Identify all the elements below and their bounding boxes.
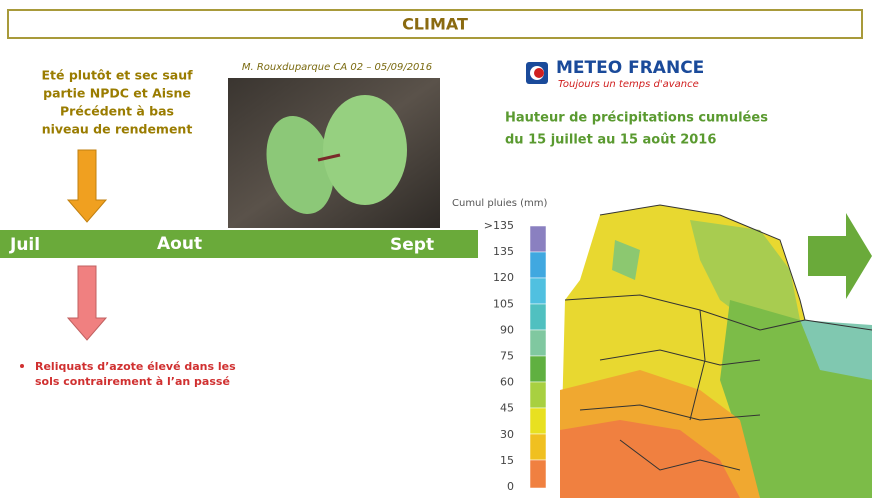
bullet-line: Reliquats d’azote élevé dans les xyxy=(35,360,236,373)
bullet-line: sols contrairement à l’an passé xyxy=(35,375,230,388)
note-line: partie NPDC et Aisne xyxy=(43,86,191,101)
legend-label: 90 xyxy=(500,323,514,336)
colorbar-segment xyxy=(529,251,547,279)
map xyxy=(560,204,872,498)
map-title-line: Hauteur de précipitations cumulées xyxy=(505,111,768,126)
timeline-bar xyxy=(0,230,478,258)
photo-credit: M. Rouxduparque CA 02 – 05/09/2016 xyxy=(242,62,432,73)
orange-arrow xyxy=(66,149,108,223)
map-region xyxy=(560,420,740,498)
map-region xyxy=(690,220,800,330)
left-note: Eté plutôt et sec sauf partie NPDC et Ai… xyxy=(41,68,193,137)
month: Sept xyxy=(390,235,434,255)
legend-title: Cumul pluies (mm) xyxy=(452,198,548,209)
legend-label: 0 xyxy=(507,480,514,493)
legend-label: 30 xyxy=(500,428,514,441)
colorbar xyxy=(529,225,547,489)
colorbar-segment xyxy=(529,329,547,357)
leaf xyxy=(323,95,407,205)
note-line: Eté plutôt et sec sauf xyxy=(41,68,193,83)
bullet-dot xyxy=(20,364,24,368)
bullet: Reliquats d’azote élevé dans les sols co… xyxy=(35,360,236,388)
colorbar-segment xyxy=(529,459,547,489)
header-title: CLIMAT xyxy=(402,15,468,34)
legend-label: 120 xyxy=(493,271,514,284)
colorbar-segment xyxy=(529,381,547,409)
map-title-line: du 15 juillet au 15 août 2016 xyxy=(505,133,716,148)
colorbar-segment xyxy=(529,225,547,253)
month: Juil xyxy=(9,235,40,255)
colorbar-segment xyxy=(529,277,547,305)
map-title: Hauteur de précipitations cumulées du 15… xyxy=(505,111,768,148)
border xyxy=(619,439,741,471)
legend-label: 15 xyxy=(500,454,514,467)
logo-tagline: Toujours un temps d'avance xyxy=(558,79,699,90)
pink-arrow xyxy=(66,265,108,341)
legend-label: 105 xyxy=(493,297,514,310)
map-region xyxy=(800,320,872,380)
colorbar-segment xyxy=(529,355,547,383)
legend-label: 75 xyxy=(500,350,514,363)
right-arrow xyxy=(808,213,872,299)
colorbar-segment xyxy=(529,433,547,461)
colorbar-segment xyxy=(529,303,547,331)
legend-label: 135 xyxy=(493,245,514,258)
leaf xyxy=(266,115,334,215)
border xyxy=(599,349,761,366)
border xyxy=(689,309,706,421)
colorbar-segment xyxy=(529,407,547,435)
note-line: Précédent à bas xyxy=(60,104,174,119)
legend-labels: >135 135 120 105 90 75 60 45 30 15 0 xyxy=(484,219,514,493)
note-line: niveau de rendement xyxy=(42,122,193,137)
month: Aout xyxy=(157,234,202,254)
header-box xyxy=(7,9,863,39)
timeline-months: Juil Aout Sept xyxy=(9,234,434,255)
stem xyxy=(317,153,341,162)
logo-icon xyxy=(534,68,544,78)
map-region xyxy=(612,240,640,280)
legend-label: 60 xyxy=(500,376,514,389)
legend-label: >135 xyxy=(484,219,514,232)
logo-name: METEO FRANCE xyxy=(556,58,704,78)
border xyxy=(579,404,761,421)
legend-label: 45 xyxy=(500,402,514,415)
